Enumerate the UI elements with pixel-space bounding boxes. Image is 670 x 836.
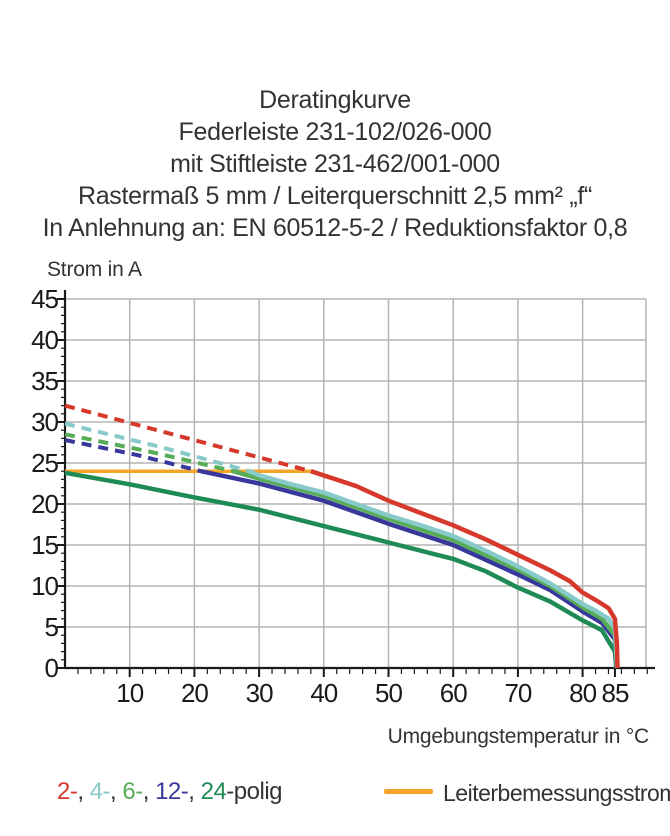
x-tick-label: 10 (116, 678, 143, 708)
legend-pole-6: 6- (122, 778, 143, 805)
curve-solid-6-polig (232, 469, 620, 669)
curve-dashed-6-polig (64, 432, 234, 474)
x-tick-label: 70 (504, 678, 531, 708)
legend-separator: , (110, 778, 123, 805)
y-axis-title: Strom in A (47, 258, 142, 281)
x-tick-label: 50 (375, 678, 402, 708)
legend-separator: , (142, 778, 156, 805)
title-line-2: Federleiste 231-102/026-000 (178, 118, 492, 146)
y-tick-label: 35 (31, 366, 58, 396)
x-axis-title: Umgebungstemperatur in °C (387, 725, 650, 748)
title-line-3: mit Stiftleiste 231-462/001-000 (170, 150, 500, 178)
rated-current-line-swatch (384, 789, 433, 794)
chart-title-block: Deratingkurve Federleiste 231-102/026-00… (0, 84, 670, 244)
y-tick-label: 45 (31, 284, 58, 314)
x-tick-label: 85 (601, 678, 628, 708)
curve-dashed-4-polig (64, 421, 250, 474)
legend-pole-4: 4- (89, 778, 111, 805)
curve-dashed-12-polig (64, 438, 202, 474)
x-tick-label: 40 (310, 678, 337, 708)
title-line-4: Rastermaß 5 mm / Leiterquerschnitt 2,5 m… (77, 182, 593, 210)
title-line-1: Deratingkurve (259, 86, 411, 114)
curve-solid-24-polig (64, 470, 619, 669)
legend-pole-12: 12- (155, 778, 189, 805)
x-tick-label: 60 (440, 678, 467, 708)
curve-solid-2-polig (310, 469, 620, 669)
legend-separator: , (77, 778, 90, 805)
curve-dashed-2-polig (64, 403, 312, 474)
y-tick-label: 30 (31, 407, 58, 437)
x-tick-label: 80 (569, 678, 596, 708)
legend-separator: , (188, 778, 201, 805)
y-tick-label: 0 (45, 653, 59, 683)
x-tick-label: 30 (246, 678, 273, 708)
legend-pole-counts: 2-, 4-, 6-, 12-, 24-polig (57, 778, 282, 806)
legend-pole-2: 2- (57, 778, 78, 805)
y-tick-label: 5 (45, 612, 59, 642)
y-tick-label: 25 (31, 448, 58, 478)
legend-suffix: -polig (226, 778, 282, 805)
legend-pole-24: 24 (200, 778, 227, 805)
curve-solid-4-polig (248, 469, 620, 669)
y-tick-label: 40 (31, 325, 58, 355)
title-line-5: In Anlehnung an: EN 60512-5-2 / Reduktio… (42, 214, 628, 242)
x-tick-label: 20 (181, 678, 208, 708)
rated-current-legend-label: Leiterbemessungsstrom (443, 780, 670, 806)
y-tick-label: 20 (31, 489, 58, 519)
y-tick-label: 15 (31, 530, 58, 560)
y-tick-label: 10 (31, 571, 58, 601)
curve-solid-12-polig (200, 468, 619, 669)
